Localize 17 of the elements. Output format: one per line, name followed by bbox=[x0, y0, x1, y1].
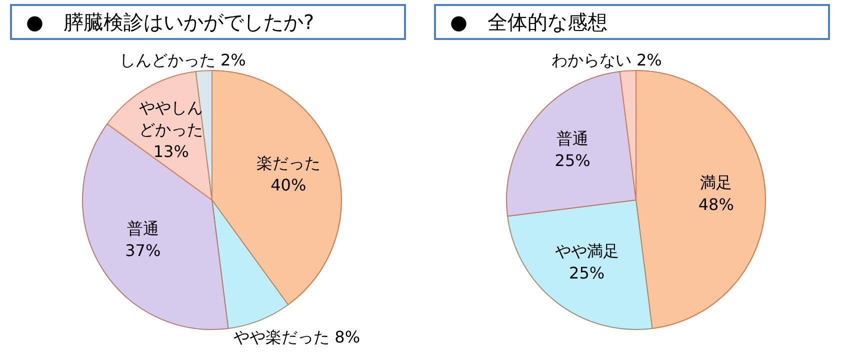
slice-label: ややしんどかった bbox=[139, 98, 204, 140]
slice-label: 普通 bbox=[126, 219, 159, 238]
slice-label: 楽だった bbox=[256, 153, 320, 172]
slice-label: しんどかった 2% bbox=[119, 50, 246, 70]
data-label: 25% bbox=[554, 150, 590, 170]
chart-title: ● 全体的な感想 bbox=[434, 4, 830, 40]
slice-label: やや満足 bbox=[554, 242, 619, 261]
slice-label: やや楽だった 8% bbox=[234, 328, 360, 347]
data-label: 48% bbox=[698, 195, 734, 214]
data-label: 40% bbox=[270, 175, 306, 194]
slice-label: わからない 2% bbox=[551, 50, 662, 70]
data-label: 25% bbox=[569, 264, 605, 283]
slice-label: 満足 bbox=[700, 173, 732, 192]
slice-label: 普通 bbox=[556, 128, 589, 148]
data-label: 13% bbox=[153, 142, 189, 162]
data-label: 37% bbox=[125, 241, 161, 260]
chart-title: ● 膵臓検診はいかがでしたか? bbox=[10, 4, 406, 40]
